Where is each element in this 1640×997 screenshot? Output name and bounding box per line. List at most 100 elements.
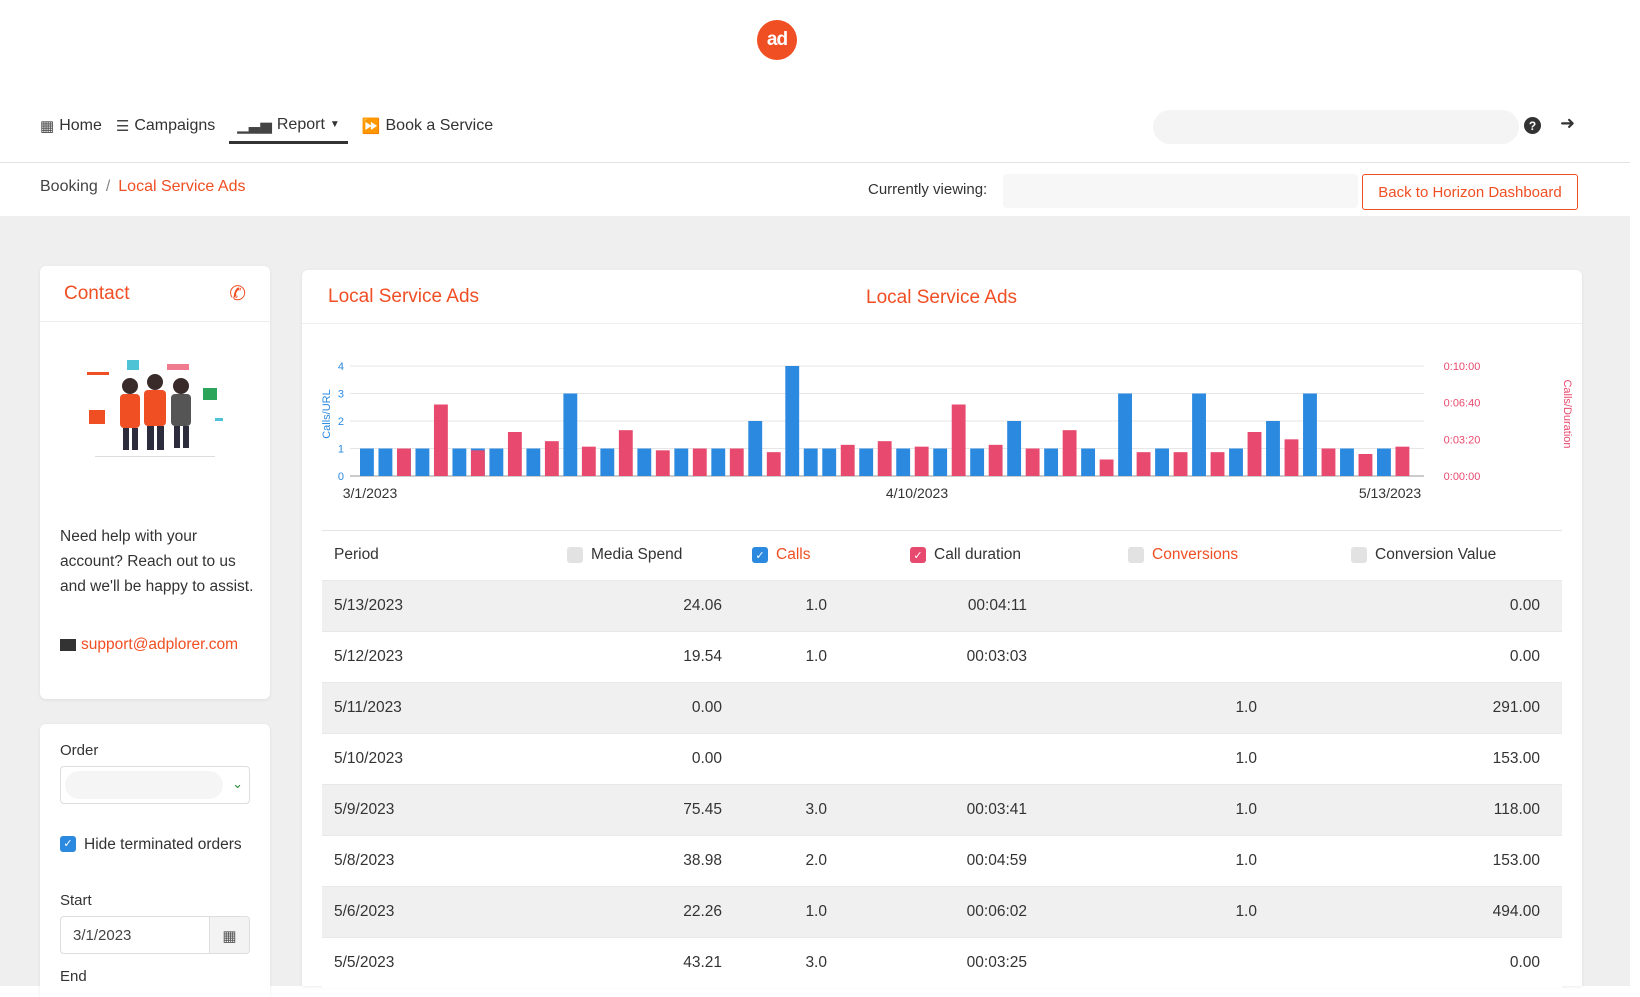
duration-bar [544, 441, 559, 476]
calls-toggle[interactable]: ✓ [752, 547, 768, 563]
duration-bar [655, 450, 670, 476]
table-row: 5/13/2023 24.06 1.0 00:04:11 0.00 [322, 580, 1562, 631]
y-right-tick: 0:10:00 [1444, 361, 1481, 373]
calls-bar [896, 448, 911, 476]
cell-period: 5/10/2023 [334, 750, 403, 767]
calendar-icon[interactable]: ▦ [209, 917, 249, 953]
cell-period: 5/8/2023 [334, 852, 395, 869]
envelope-icon [60, 639, 76, 651]
cell-calls: 3.0 [805, 801, 827, 818]
start-date-input[interactable]: 3/1/2023 ▦ [60, 916, 250, 954]
breadcrumb: Booking / Local Service Ads [40, 178, 245, 196]
breadcrumb-booking[interactable]: Booking [40, 178, 98, 195]
duration-bar [1025, 448, 1040, 476]
duration-bar [1136, 452, 1151, 476]
nav-campaigns[interactable]: ☰ Campaigns [116, 108, 215, 144]
call-duration-toggle[interactable]: ✓ [910, 547, 926, 563]
duration-bar [692, 448, 707, 476]
col-conversion-value[interactable]: Conversion Value [1351, 546, 1496, 564]
col-call-duration[interactable]: ✓ Call duration [910, 546, 1021, 564]
duration-bar [507, 432, 522, 476]
order-select-value [65, 771, 223, 799]
chevron-down-icon: ⌄ [232, 776, 243, 791]
y-left-tick: 3 [338, 389, 344, 401]
conversion-value-toggle[interactable] [1351, 547, 1367, 563]
nav-home-label: Home [59, 117, 102, 134]
start-date-value: 3/1/2023 [73, 927, 132, 944]
conversions-toggle[interactable] [1128, 547, 1144, 563]
adplorer-logo[interactable]: ad [757, 20, 797, 60]
media-spend-toggle[interactable] [567, 547, 583, 563]
calls-bar [803, 448, 818, 476]
cell-media-spend: 24.06 [683, 597, 722, 614]
hide-terminated-label: Hide terminated orders [84, 836, 242, 853]
cell-conversion-value: 118.00 [1493, 801, 1540, 818]
cell-media-spend: 22.26 [683, 903, 722, 920]
cell-calls: 1.0 [805, 597, 827, 614]
duration-bar [1062, 430, 1077, 476]
grid-icon: ▦ [40, 118, 55, 135]
calls-bar [415, 448, 430, 476]
cell-media-spend: 43.21 [683, 954, 722, 971]
cell-media-spend: 19.54 [683, 648, 722, 665]
report-title: Local Service Ads [328, 286, 480, 307]
calls-bar [1340, 448, 1354, 476]
order-select[interactable]: ⌄ [60, 766, 250, 804]
cell-conversion-value: 0.00 [1509, 648, 1540, 665]
start-label: Start [60, 892, 92, 909]
col-media-spend[interactable]: Media Spend [567, 546, 682, 564]
cell-call-duration: 00:03:25 [966, 954, 1027, 971]
cell-conversions: 1.0 [1235, 750, 1257, 767]
help-icon[interactable]: ? [1524, 117, 1541, 134]
calls-bar [859, 448, 874, 476]
support-email-link[interactable]: support@adplorer.com [81, 636, 239, 653]
nav-book-service[interactable]: ⏩ Book a Service [362, 108, 493, 144]
col-calls[interactable]: ✓ Calls [752, 546, 810, 564]
caret-down-icon: ▼ [329, 119, 340, 130]
cell-call-duration: 00:04:11 [967, 597, 1027, 614]
calls-duration-chart: Calls/URL Calls/Duration 0 1 2 3 4 0:00:00 0:0… [321, 361, 1573, 501]
cell-conversions: 1.0 [1235, 903, 1257, 920]
y-left-tick: 1 [338, 444, 344, 456]
calls-bar [933, 448, 948, 476]
contact-card: Contact ✆ Need help with your account? R… [40, 266, 270, 699]
filter-card: Order ⌄ ✓ Hide terminated orders Start 3… [40, 724, 270, 997]
y-left-tick: 4 [338, 361, 344, 373]
duration-bar [581, 446, 596, 476]
duration-bar [470, 450, 485, 476]
currently-viewing-select[interactable] [1003, 174, 1358, 208]
cell-conversion-value: 0.00 [1509, 597, 1540, 614]
duration-bar [914, 446, 929, 476]
duration-bar [1099, 459, 1114, 476]
duration-bar [877, 441, 892, 476]
cell-media-spend: 0.00 [691, 699, 722, 716]
y-right-tick: 0:00:00 [1444, 471, 1481, 483]
table-row: 5/8/2023 38.98 2.0 00:04:59 1.0 153.00 [322, 835, 1562, 886]
logout-icon[interactable]: ➜ [1560, 113, 1576, 133]
cell-conversions: 1.0 [1235, 801, 1257, 818]
duration-bar [1210, 452, 1225, 476]
support-email-row: support@adplorer.com [60, 636, 238, 654]
content-area: Contact ✆ Need help with your account? R… [0, 216, 1630, 997]
calls-bar [748, 421, 763, 476]
hide-terminated-checkbox[interactable]: ✓ [60, 836, 76, 852]
calls-bar [970, 448, 985, 476]
cell-period: 5/6/2023 [334, 903, 395, 920]
cell-call-duration: 00:03:03 [966, 648, 1027, 665]
cell-calls: 1.0 [805, 903, 827, 920]
nav-book-service-label: Book a Service [385, 117, 494, 134]
back-to-dashboard-button[interactable]: Back to Horizon Dashboard [1362, 174, 1578, 210]
col-conversions[interactable]: Conversions [1128, 546, 1238, 564]
calls-bar [822, 448, 837, 476]
end-label: End [60, 968, 87, 985]
search-input[interactable] [1153, 110, 1519, 144]
duration-bar [433, 404, 448, 476]
duration-bar [729, 448, 744, 476]
nav-home[interactable]: ▦ Home [40, 108, 102, 144]
nav-report[interactable]: ▁▃▅ Report ▼ [229, 108, 348, 144]
x-tick-label: 3/1/2023 [343, 485, 398, 501]
duration-bar [1284, 439, 1299, 476]
top-bar: ad ▦ Home ☰ Campaigns ▁▃▅ Report ▼ ⏩ Boo… [0, 0, 1630, 210]
table-row: 5/6/2023 22.26 1.0 00:06:02 1.0 494.00 [322, 886, 1562, 937]
duration-bar [840, 444, 855, 476]
